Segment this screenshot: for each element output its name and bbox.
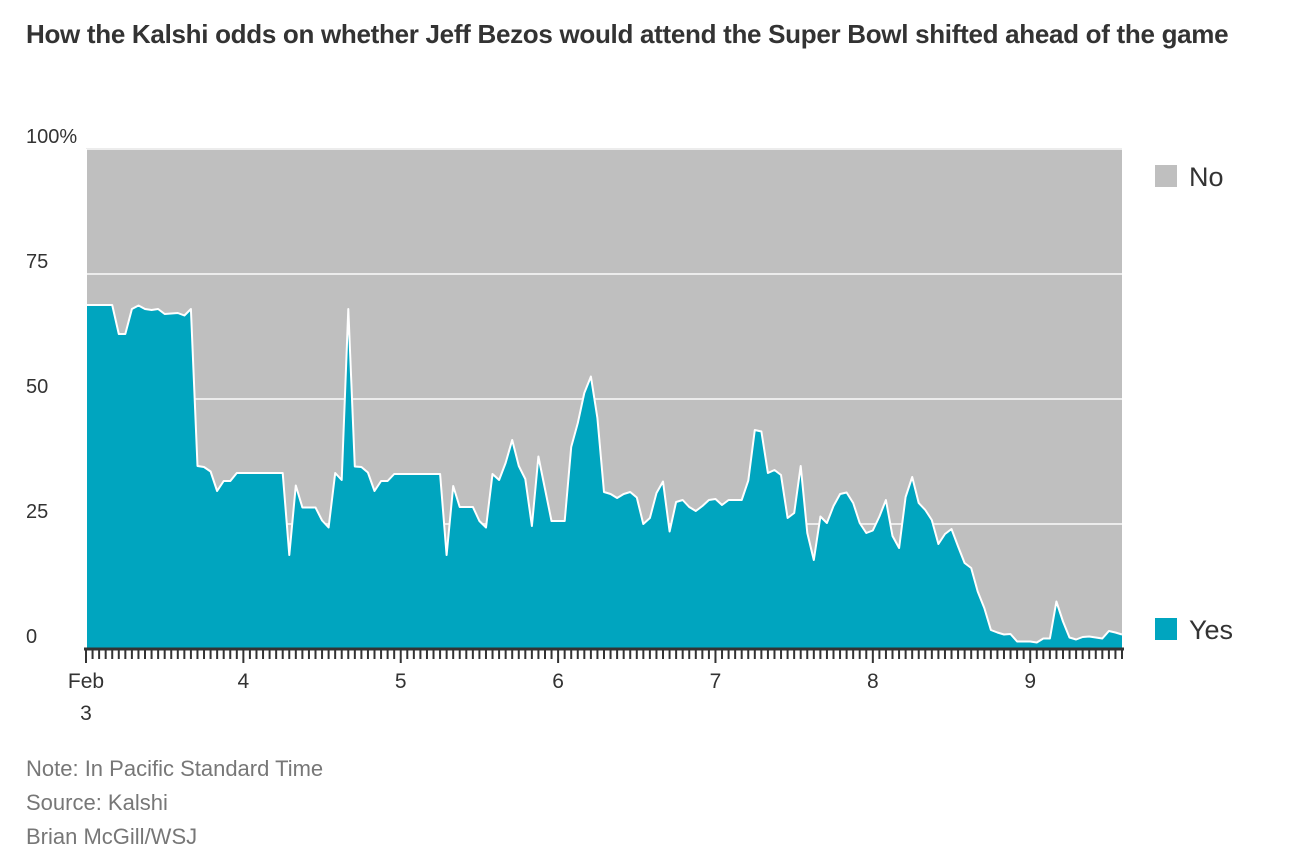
source-text: Source: Kalshi xyxy=(26,790,168,815)
x-tick-label: 8 xyxy=(867,670,879,693)
credit-text: Brian McGill/WSJ xyxy=(26,824,198,849)
y-tick-label: 0 xyxy=(26,626,37,648)
y-tick-label: 50 xyxy=(26,376,48,398)
legend-swatch-yes xyxy=(1155,618,1177,640)
x-tick-label: 4 xyxy=(238,670,250,693)
y-tick-label: 75 xyxy=(26,251,48,273)
x-tick-label: 5 xyxy=(395,670,407,693)
notes: Note: In Pacific Standard Time Source: K… xyxy=(26,752,323,854)
yes-line xyxy=(86,304,1123,644)
x-tick-label: 9 xyxy=(1024,670,1036,693)
x-tick-label: 6 xyxy=(552,670,564,693)
note-text: Note: In Pacific Standard Time xyxy=(26,756,324,781)
x-tick-label-line2: 3 xyxy=(80,702,92,725)
legend-swatch-no xyxy=(1155,165,1177,187)
chart-title: How the Kalshi odds on whether Jeff Bezo… xyxy=(26,19,1229,49)
y-tick-label: 25 xyxy=(26,501,48,523)
y-tick-label: 100% xyxy=(26,126,77,148)
yes-area xyxy=(86,305,1122,649)
x-tick-label: Feb xyxy=(68,670,104,693)
x-tick-label: 7 xyxy=(710,670,722,693)
legend-label-no: No xyxy=(1189,162,1224,192)
legend-label-yes: Yes xyxy=(1189,615,1233,645)
